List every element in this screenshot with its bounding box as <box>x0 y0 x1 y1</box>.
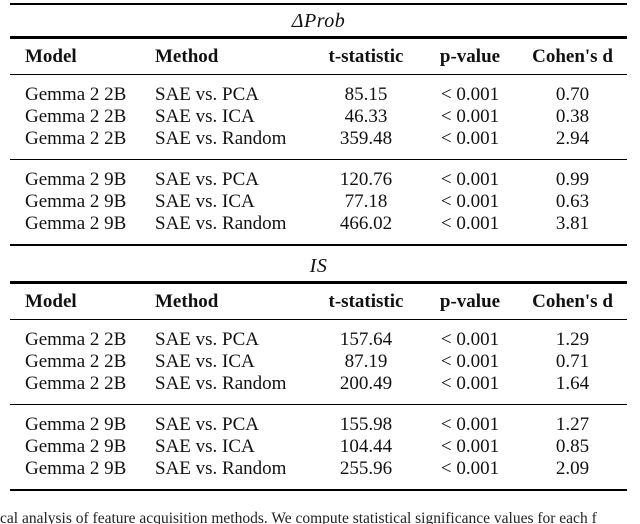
cell-method: SAE vs. Random <box>155 212 287 234</box>
column-header-t-statistic: t-statistic <box>310 38 422 75</box>
cell-method: SAE vs. Random <box>155 457 287 479</box>
cell-method: SAE vs. ICA <box>155 190 255 212</box>
cell-t-statistic: 200.49 <box>339 372 393 394</box>
table-row: Gemma 2 9B SAE vs. PCA 120.76 < 0.001 0.… <box>10 158 627 191</box>
cell-p-value: < 0.001 <box>440 350 500 372</box>
cell-p-value: < 0.001 <box>440 105 500 127</box>
cell-t-statistic: 85.15 <box>344 83 388 105</box>
cell-model: Gemma 2 2B <box>25 372 127 394</box>
table-row: Gemma 2 9B SAE vs. ICA 77.18 < 0.001 0.6… <box>10 191 627 213</box>
cell-model: Gemma 2 2B <box>25 350 127 372</box>
top-rule <box>10 3 627 5</box>
cell-model: Gemma 2 9B <box>25 190 127 212</box>
column-header-method: Method <box>155 283 310 320</box>
column-header-cohens-d: Cohen's d <box>518 283 627 320</box>
cell-method: SAE vs. ICA <box>155 105 255 127</box>
column-header-model: Model <box>10 38 155 75</box>
cell-t-statistic: 157.64 <box>339 328 393 350</box>
cell-t-statistic: 155.98 <box>310 403 422 436</box>
table-row: Gemma 2 2B SAE vs. Random 200.49 < 0.001… <box>10 373 627 405</box>
cell-model: Gemma 2 9B <box>25 457 127 479</box>
cell-model: Gemma 2 9B <box>10 403 155 436</box>
table-delta-prob: ΔProb Model Method t-statistic p-value C… <box>10 3 627 246</box>
title-rule <box>10 281 627 284</box>
cell-cohens-d: 0.70 <box>555 83 590 105</box>
cell-model: Gemma 2 9B <box>25 435 127 457</box>
title-rule <box>10 36 627 39</box>
column-header-cohens-d: Cohen's d <box>518 38 627 75</box>
cell-t-statistic: 359.48 <box>339 127 393 149</box>
cell-cohens-d: 1.64 <box>555 372 590 394</box>
cell-cohens-d: 1.29 <box>555 328 590 350</box>
header-row: Model Method t-statistic p-value Cohen's… <box>10 283 627 320</box>
column-header-model: Model <box>10 283 155 320</box>
stats-table-is: Model Method t-statistic p-value Cohen's… <box>10 283 627 489</box>
cell-cohens-d: 3.81 <box>555 212 590 234</box>
table-row: Gemma 2 9B SAE vs. Random 466.02 < 0.001… <box>10 213 627 244</box>
cell-method: SAE vs. ICA <box>155 350 255 372</box>
cell-cohens-d: 0.38 <box>555 105 590 127</box>
cell-t-statistic: 87.19 <box>344 350 388 372</box>
table-is: IS Model Method t-statistic p-value Cohe… <box>10 250 627 491</box>
cell-p-value: < 0.001 <box>422 158 518 191</box>
cell-t-statistic: 77.18 <box>344 190 388 212</box>
table-row: Gemma 2 9B SAE vs. ICA 104.44 < 0.001 0.… <box>10 436 627 458</box>
cell-p-value: < 0.001 <box>440 190 500 212</box>
cell-method: SAE vs. PCA <box>155 403 310 436</box>
cell-method: SAE vs. Random <box>155 127 287 149</box>
cell-p-value: < 0.001 <box>440 83 500 105</box>
bottom-rule <box>10 488 627 491</box>
cell-model: Gemma 2 2B <box>25 83 127 105</box>
column-header-p-value: p-value <box>422 283 518 320</box>
cell-method: SAE vs. Random <box>155 372 287 394</box>
cell-cohens-d: 2.09 <box>555 457 590 479</box>
cell-t-statistic: 255.96 <box>339 457 393 479</box>
header-row: Model Method t-statistic p-value Cohen's… <box>10 38 627 75</box>
column-header-p-value: p-value <box>422 38 518 75</box>
column-header-t-statistic: t-statistic <box>310 283 422 320</box>
table-row: Gemma 2 2B SAE vs. PCA 85.15 < 0.001 0.7… <box>10 74 627 106</box>
cell-model: Gemma 2 2B <box>25 105 127 127</box>
cell-method: SAE vs. PCA <box>155 158 310 191</box>
bottom-rule <box>10 243 627 246</box>
stats-table-delta-prob: Model Method t-statistic p-value Cohen's… <box>10 38 627 244</box>
cell-t-statistic: 104.44 <box>339 435 393 457</box>
cell-p-value: < 0.001 <box>440 372 500 394</box>
figure-caption: cal analysis of feature acquisition meth… <box>0 510 597 524</box>
cell-model: Gemma 2 2B <box>25 328 127 350</box>
table-title-is: IS <box>309 255 328 277</box>
column-header-method: Method <box>155 38 310 75</box>
table-title-delta-prob: ΔProb <box>291 10 346 32</box>
cell-t-statistic: 120.76 <box>310 158 422 191</box>
table-row: Gemma 2 2B SAE vs. Random 359.48 < 0.001… <box>10 128 627 160</box>
cell-cohens-d: 0.99 <box>518 158 627 191</box>
cell-p-value: < 0.001 <box>440 457 500 479</box>
cell-model: Gemma 2 9B <box>10 158 155 191</box>
cell-t-statistic: 466.02 <box>339 212 393 234</box>
cell-method: SAE vs. ICA <box>155 435 255 457</box>
cell-cohens-d: 0.71 <box>555 350 590 372</box>
cell-p-value: < 0.001 <box>440 127 500 149</box>
cell-cohens-d: 1.27 <box>518 403 627 436</box>
cell-model: Gemma 2 2B <box>25 127 127 149</box>
table-row: Gemma 2 2B SAE vs. PCA 157.64 < 0.001 1.… <box>10 319 627 351</box>
table-row: Gemma 2 2B SAE vs. ICA 87.19 < 0.001 0.7… <box>10 351 627 373</box>
cell-p-value: < 0.001 <box>422 403 518 436</box>
table-row: Gemma 2 9B SAE vs. Random 255.96 < 0.001… <box>10 458 627 489</box>
cell-p-value: < 0.001 <box>440 328 500 350</box>
cell-model: Gemma 2 9B <box>25 212 127 234</box>
cell-cohens-d: 2.94 <box>555 127 590 149</box>
table-row: Gemma 2 9B SAE vs. PCA 155.98 < 0.001 1.… <box>10 403 627 436</box>
cell-cohens-d: 0.63 <box>555 190 590 212</box>
cell-method: SAE vs. PCA <box>155 83 259 105</box>
cell-method: SAE vs. PCA <box>155 328 259 350</box>
table-row: Gemma 2 2B SAE vs. ICA 46.33 < 0.001 0.3… <box>10 106 627 128</box>
cell-cohens-d: 0.85 <box>555 435 590 457</box>
cell-p-value: < 0.001 <box>440 435 500 457</box>
cell-p-value: < 0.001 <box>440 212 500 234</box>
cell-t-statistic: 46.33 <box>344 105 388 127</box>
